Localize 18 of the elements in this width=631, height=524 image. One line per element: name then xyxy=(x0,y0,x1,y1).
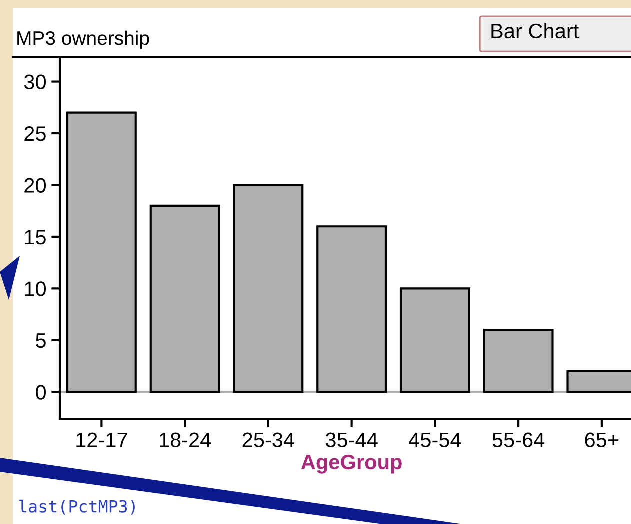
x-tick-label: 65+ xyxy=(585,432,619,448)
x-axis-title: AgeGroup xyxy=(301,454,402,474)
y-tick-label: 0 xyxy=(36,385,46,400)
x-tick-label: 45-54 xyxy=(409,432,462,448)
x-tick-label: 12-17 xyxy=(76,432,128,448)
x-tick-label: 18-24 xyxy=(160,432,212,448)
y-tick-label: 25 xyxy=(24,126,46,142)
y-tick-label: 20 xyxy=(24,178,46,193)
y-tick-label: 5 xyxy=(36,334,46,348)
text: Bar Chart xyxy=(492,23,579,39)
chart-title: MP3 ownership xyxy=(18,30,150,50)
x-tick-label: 55-64 xyxy=(492,432,545,448)
y-tick-label: 15 xyxy=(25,230,46,245)
x-tick-label: 35-44 xyxy=(326,432,378,448)
x-tick-label: 25-34 xyxy=(242,432,294,448)
text: last(PctMP3) xyxy=(19,500,135,515)
y-tick-label: 30 xyxy=(24,74,46,90)
y-tick-label: 10 xyxy=(25,282,46,296)
